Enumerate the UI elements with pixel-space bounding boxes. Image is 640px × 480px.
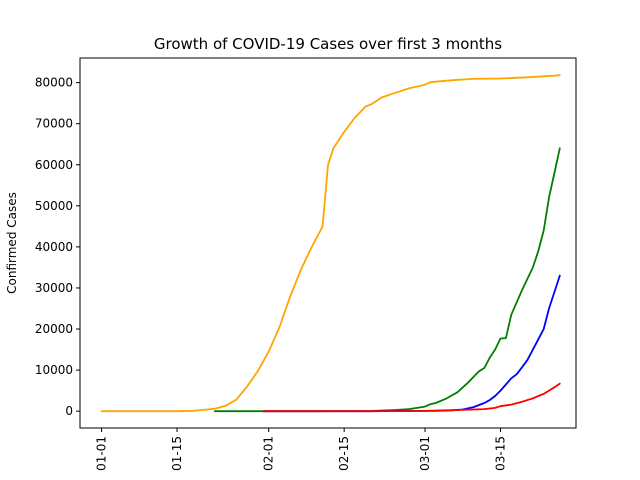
x-tick-label: 02-01 [262, 436, 276, 471]
y-tick-label: 80000 [35, 76, 73, 90]
plot-area-frame [79, 57, 577, 429]
x-tick-label: 02-15 [337, 436, 351, 471]
ticks-layer: 01-01 01-15 02-01 02-15 03-01 03-15 0 10000 2000… [35, 76, 508, 471]
series-line-3 [262, 274, 561, 413]
y-tick-label: 50000 [35, 199, 73, 213]
x-tick-label: 03-01 [418, 436, 432, 471]
y-tick-label: 70000 [35, 117, 73, 131]
y-axis-label: Confirmed Cases [5, 192, 19, 294]
y-tick-label: 30000 [35, 281, 73, 295]
y-tick-label: 60000 [35, 158, 73, 172]
chart-title: Growth of COVID-19 Cases over first 3 mo… [154, 35, 502, 53]
x-tick-label: 01-01 [95, 436, 109, 471]
x-tick-label: 01-15 [170, 436, 184, 471]
series-layer [100, 74, 561, 413]
y-tick-label: 20000 [35, 322, 73, 336]
y-tick-label: 10000 [35, 363, 73, 377]
series-line-4 [262, 382, 561, 413]
series-line-2 [213, 147, 561, 413]
x-tick-label: 03-15 [494, 436, 508, 471]
y-tick-label: 40000 [35, 240, 73, 254]
series-line-1 [100, 74, 561, 413]
y-tick-label: 0 [65, 404, 73, 418]
